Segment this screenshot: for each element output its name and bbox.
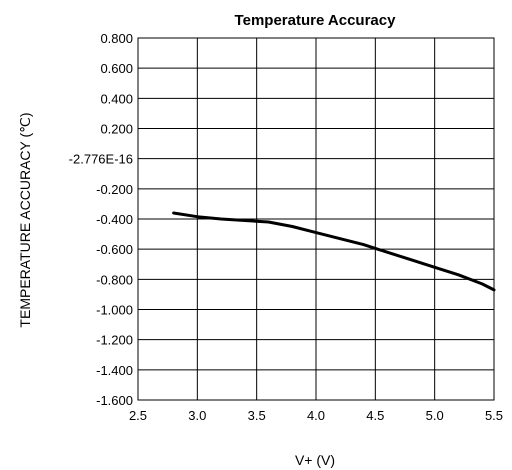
y-tick-label: 0.600 (100, 61, 133, 76)
y-tick-label: -1.600 (96, 393, 133, 408)
y-tick-label: -0.600 (96, 242, 133, 257)
y-tick-label: 0.400 (100, 91, 133, 106)
y-tick-label: 0.200 (100, 122, 133, 137)
x-tick-label: 3.0 (188, 408, 206, 423)
plot-frame (137, 37, 495, 401)
x-tick-label: 4.0 (307, 408, 325, 423)
y-tick-labels: 0.800 0.600 0.400 0.200 -2.776E-16 -0.200 -0.4… (69, 31, 133, 408)
chart-title: Temperature Accuracy (235, 12, 397, 29)
y-tick-label: -0.400 (96, 212, 133, 227)
y-tick-label: -2.776E-16 (69, 152, 133, 167)
x-tick-label: 4.5 (366, 408, 384, 423)
y-tick-label: -1.200 (96, 333, 133, 348)
y-tick-label: -1.400 (96, 363, 133, 378)
grid (137, 37, 495, 401)
series-line (172, 211, 496, 292)
x-tick-labels: 2.5 3.0 3.5 4.0 4.5 5.0 5.5 (129, 408, 503, 423)
data-series (172, 211, 496, 292)
y-tick-label: -1.000 (96, 303, 133, 318)
y-tick-label: -0.800 (96, 272, 133, 287)
x-tick-label: 2.5 (129, 408, 147, 423)
x-axis-label: V+ (V) (295, 452, 335, 468)
x-tick-label: 3.5 (248, 408, 266, 423)
y-tick-label: 0.800 (100, 31, 133, 46)
x-tick-label: 5.5 (485, 408, 503, 423)
y-axis-label: TEMPERATURE ACCURACY (℃) (17, 112, 33, 327)
x-tick-label: 5.0 (426, 408, 444, 423)
y-tick-label: -0.200 (96, 182, 133, 197)
